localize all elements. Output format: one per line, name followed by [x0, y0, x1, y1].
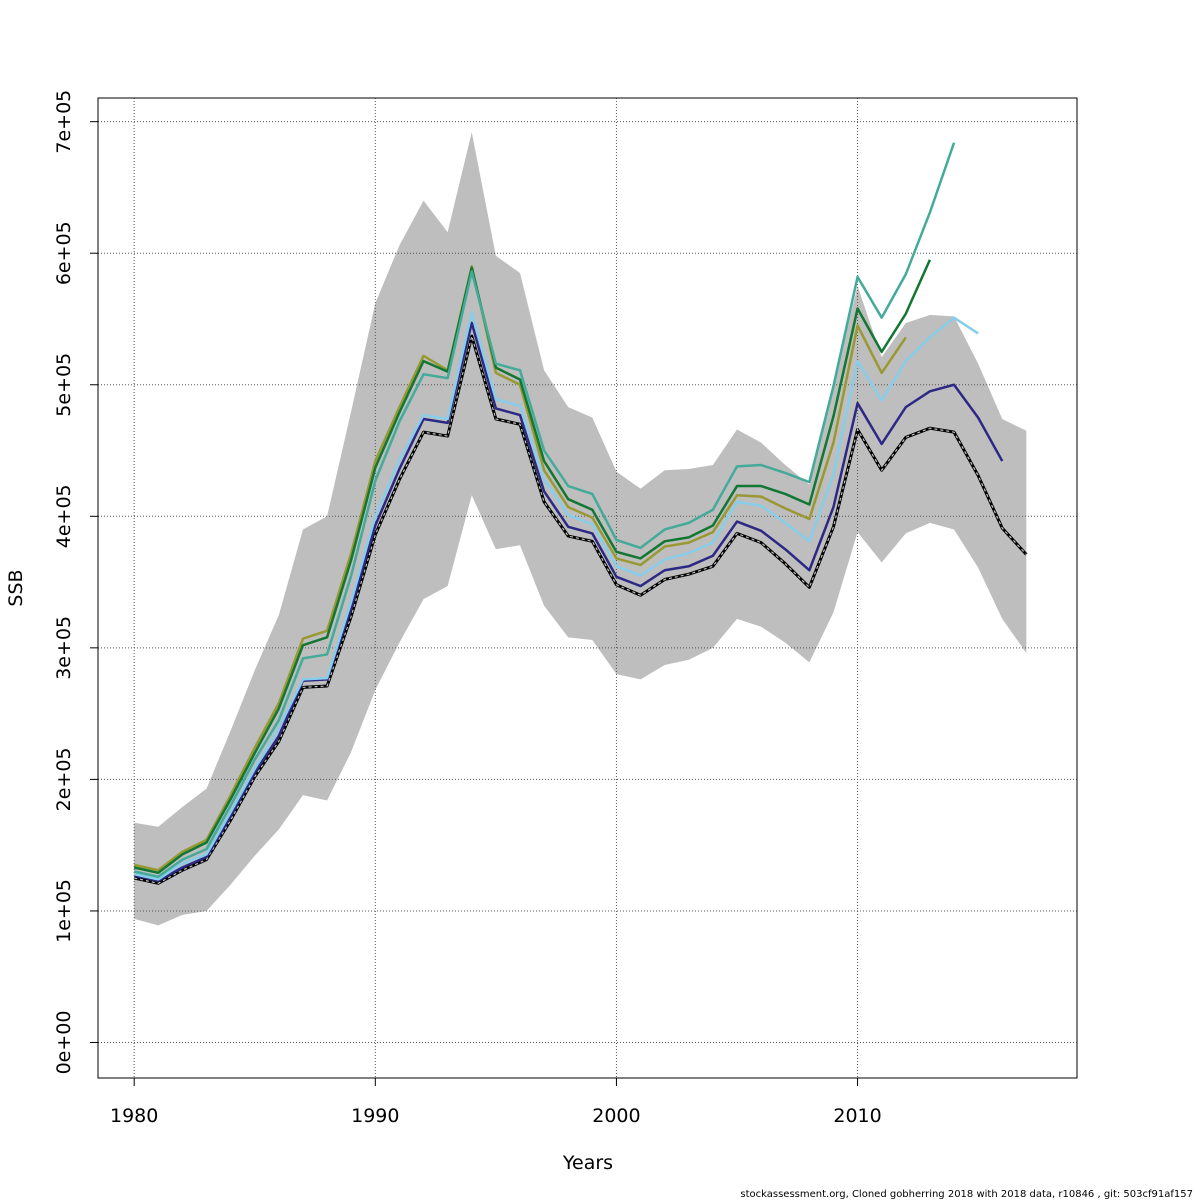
confidence-band: [134, 132, 1027, 926]
series-line-3: [133, 311, 979, 881]
plot-frame: [97, 97, 1078, 1079]
y-tick-label: 4e+05: [53, 484, 75, 548]
x-axis-label: Years: [562, 1152, 613, 1174]
y-tick-label: 0e+00: [53, 1011, 75, 1075]
series-line-6: [133, 142, 956, 878]
y-tick-label: 2e+05: [53, 747, 75, 811]
y-tick-label: 3e+05: [53, 616, 75, 680]
y-tick-label: 6e+05: [53, 221, 75, 285]
x-tick-label: 2010: [833, 1105, 881, 1127]
series-line-4: [133, 265, 907, 872]
series-line-5: [133, 259, 932, 875]
series-line-estimate: [133, 334, 1028, 885]
x-tick-label: 2000: [592, 1105, 640, 1127]
series-layer: [133, 142, 1028, 885]
series-line-2: [133, 321, 1004, 882]
x-tick-label: 1990: [351, 1105, 399, 1127]
y-tick-label: 1e+05: [53, 879, 75, 943]
y-tick-label: 5e+05: [53, 353, 75, 417]
x-tick-label: 1980: [110, 1105, 158, 1127]
y-tick-label: 7e+05: [53, 90, 75, 154]
y-axis-label: SSB: [5, 569, 27, 606]
axis-layer: 1980 1990 2000 2010 0e+00 1e+05 2e+05 3e+05 4e+0…: [53, 90, 882, 1127]
confidence-band-layer: [134, 132, 1027, 926]
footer-note: stockassessment.org, Cloned gobherring 2…: [740, 1189, 1193, 1200]
